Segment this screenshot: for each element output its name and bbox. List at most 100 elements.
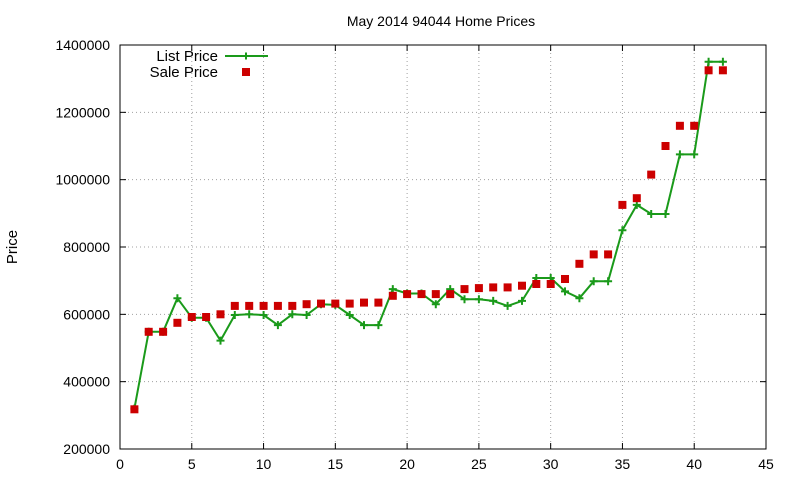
sale-price-point bbox=[417, 290, 426, 299]
list-price-point bbox=[431, 300, 440, 309]
list-price-point bbox=[661, 210, 670, 218]
list-price-point bbox=[503, 301, 512, 310]
list-price-point bbox=[388, 285, 397, 294]
sale-price-point bbox=[718, 66, 727, 75]
sale-price-point bbox=[345, 299, 354, 308]
y-tick-label: 1000000 bbox=[55, 172, 110, 188]
list-price-point bbox=[489, 296, 498, 305]
y-tick-label: 600000 bbox=[63, 306, 110, 322]
sale-price-point bbox=[675, 121, 684, 130]
legend: List Price Sale Price bbox=[150, 48, 268, 81]
list-price-point bbox=[345, 311, 354, 319]
x-tick-label: 45 bbox=[758, 456, 774, 472]
x-tick-label: 30 bbox=[543, 456, 559, 472]
sale-price-point bbox=[317, 299, 325, 308]
x-tick-label: 0 bbox=[116, 456, 124, 472]
list-price-point bbox=[273, 321, 282, 330]
sale-price-point bbox=[632, 194, 641, 203]
y-axis-title: Price bbox=[4, 230, 21, 264]
sale-price-point bbox=[173, 318, 182, 327]
series-layer bbox=[130, 57, 727, 414]
x-tick-label: 35 bbox=[615, 456, 631, 472]
list-price-point bbox=[675, 150, 684, 159]
sale-price-point bbox=[661, 142, 670, 150]
sale-price-point bbox=[503, 283, 512, 292]
sale-price-point bbox=[187, 313, 196, 321]
sale-price-point bbox=[589, 250, 598, 259]
sale-price-point bbox=[561, 275, 569, 283]
list-price-point bbox=[230, 311, 239, 319]
list-price-point bbox=[561, 287, 569, 296]
x-tick-label: 15 bbox=[328, 456, 344, 472]
sale-price-point bbox=[604, 250, 613, 259]
sale-price-point bbox=[546, 280, 555, 288]
y-tick-label: 1200000 bbox=[55, 104, 110, 120]
legend-marker-list-price bbox=[242, 52, 250, 60]
sale-price-point bbox=[130, 405, 139, 414]
sale-price-point bbox=[460, 285, 469, 294]
sale-price-point bbox=[618, 200, 627, 209]
x-tick-label: 20 bbox=[399, 456, 415, 472]
sale-price-point bbox=[302, 300, 311, 309]
sale-price-point bbox=[360, 298, 368, 307]
chart-title: May 2014 94044 Home Prices bbox=[347, 13, 535, 29]
list-price-line bbox=[133, 60, 723, 409]
list-price-point bbox=[245, 310, 254, 319]
sale-price-point bbox=[403, 290, 412, 299]
grid bbox=[120, 45, 766, 449]
y-tick-label: 400000 bbox=[63, 374, 110, 390]
list-price-point bbox=[718, 57, 727, 66]
sale-price-point bbox=[331, 299, 340, 308]
list-price-point bbox=[302, 311, 311, 319]
list-price-point bbox=[690, 150, 699, 159]
list-price-point bbox=[647, 210, 656, 218]
list-price-point bbox=[575, 294, 584, 303]
list-price-point bbox=[216, 336, 225, 345]
sale-price-point bbox=[431, 290, 440, 299]
legend-label-list-price: List Price bbox=[156, 48, 218, 65]
x-tick-label: 10 bbox=[256, 456, 272, 472]
list-price-point bbox=[259, 311, 268, 319]
sale-price-point bbox=[216, 310, 225, 319]
sale-price-point bbox=[259, 301, 268, 310]
axis-ticks: 0 5 10 15 20 25 30 35 40 45 200000 400000 600000 8000… bbox=[55, 37, 774, 472]
sale-price-point bbox=[202, 313, 211, 321]
list-price-point bbox=[460, 295, 469, 304]
list-price-point bbox=[632, 200, 641, 209]
list-price-point bbox=[173, 294, 182, 303]
sale-price-point bbox=[474, 284, 483, 293]
legend-label-sale-price: Sale Price bbox=[150, 64, 218, 81]
sale-price-point bbox=[230, 301, 239, 310]
sale-price-point bbox=[159, 327, 168, 336]
list-price-point bbox=[604, 277, 613, 286]
list-price-point bbox=[704, 57, 713, 66]
sale-price-point bbox=[374, 298, 383, 307]
sale-price-point bbox=[446, 290, 455, 299]
sale-price-point bbox=[273, 301, 282, 310]
list-price-point bbox=[589, 277, 598, 286]
y-tick-label: 200000 bbox=[63, 441, 110, 457]
list-price-point bbox=[360, 321, 368, 330]
legend-marker-sale-price bbox=[242, 68, 250, 76]
y-tick-label: 800000 bbox=[63, 239, 110, 255]
list-price-point bbox=[518, 296, 526, 305]
sale-price-point bbox=[144, 327, 153, 336]
list-price-point bbox=[374, 321, 383, 330]
sale-price-point bbox=[288, 301, 297, 310]
sale-price-point bbox=[690, 121, 699, 130]
x-tick-label: 25 bbox=[471, 456, 487, 472]
sale-price-point bbox=[489, 283, 498, 292]
y-tick-label: 1400000 bbox=[55, 37, 110, 53]
sale-price-point bbox=[575, 259, 584, 268]
sale-price-point bbox=[518, 281, 526, 290]
x-tick-label: 5 bbox=[188, 456, 196, 472]
sale-price-point bbox=[704, 66, 713, 75]
list-price-point bbox=[474, 295, 483, 304]
sale-price-point bbox=[647, 170, 656, 179]
list-price-point bbox=[288, 310, 297, 319]
x-tick-label: 40 bbox=[686, 456, 702, 472]
list-price-point bbox=[618, 226, 627, 235]
sale-price-point bbox=[388, 291, 397, 300]
